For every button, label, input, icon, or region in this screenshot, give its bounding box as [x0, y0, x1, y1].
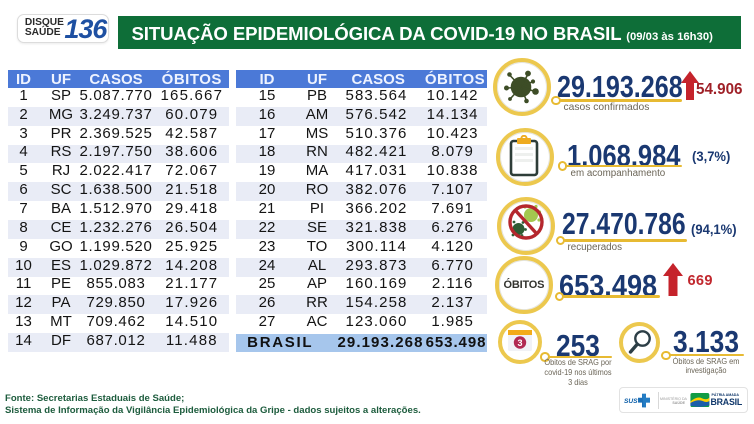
svg-text:3: 3: [517, 338, 522, 348]
